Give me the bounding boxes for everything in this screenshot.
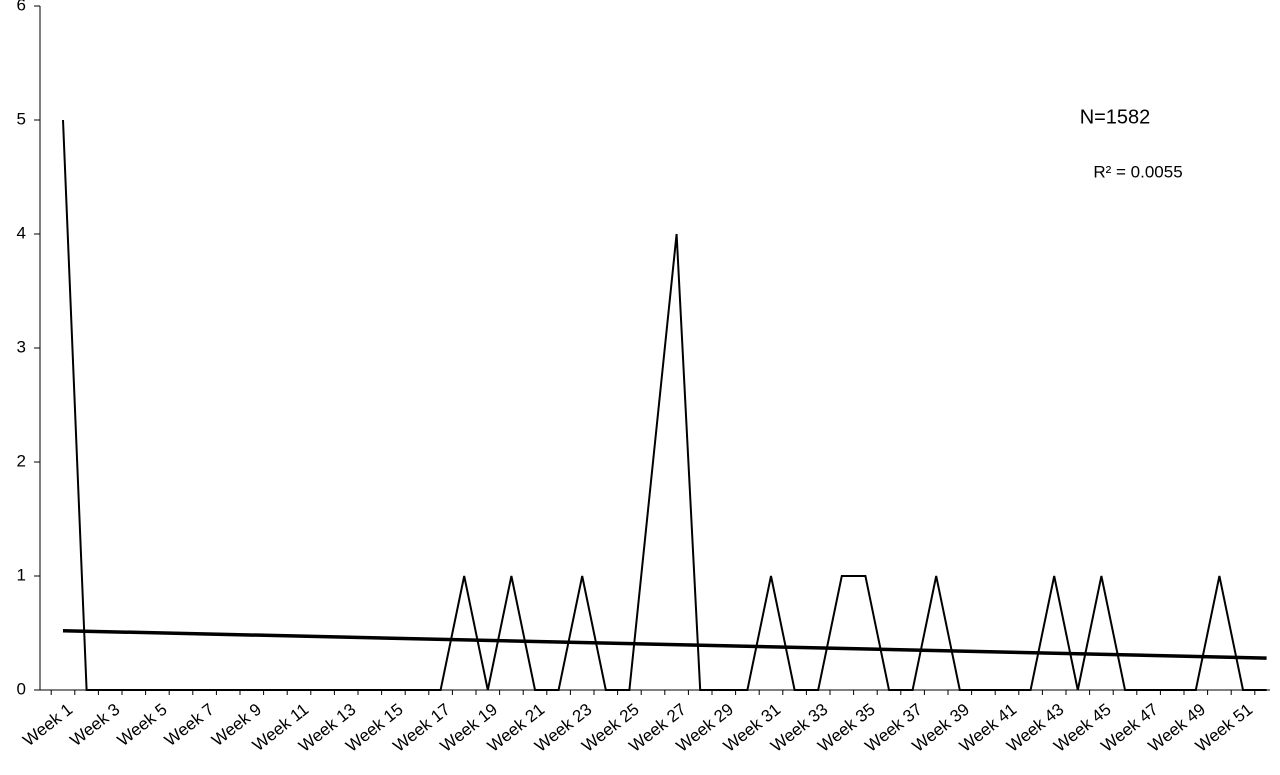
trend-line — [62, 628, 1267, 660]
x-tick-label: Week 5 — [114, 700, 171, 750]
annotation: N=1582 — [1080, 106, 1151, 128]
y-tick-label: 5 — [17, 109, 26, 128]
x-tick-label: Week 3 — [67, 700, 124, 750]
y-tick-label: 0 — [17, 679, 26, 698]
annotation: R² = 0.0055 — [1093, 162, 1182, 181]
y-tick-label: 1 — [17, 565, 26, 584]
y-tick-label: 6 — [17, 0, 26, 14]
y-tick-label: 2 — [17, 451, 26, 470]
data-line — [62, 119, 1267, 691]
x-tick-label: Week 7 — [161, 700, 218, 750]
y-tick-label: 3 — [17, 337, 26, 356]
y-tick-label: 4 — [17, 223, 26, 242]
x-tick-label: Week 1 — [19, 700, 76, 750]
